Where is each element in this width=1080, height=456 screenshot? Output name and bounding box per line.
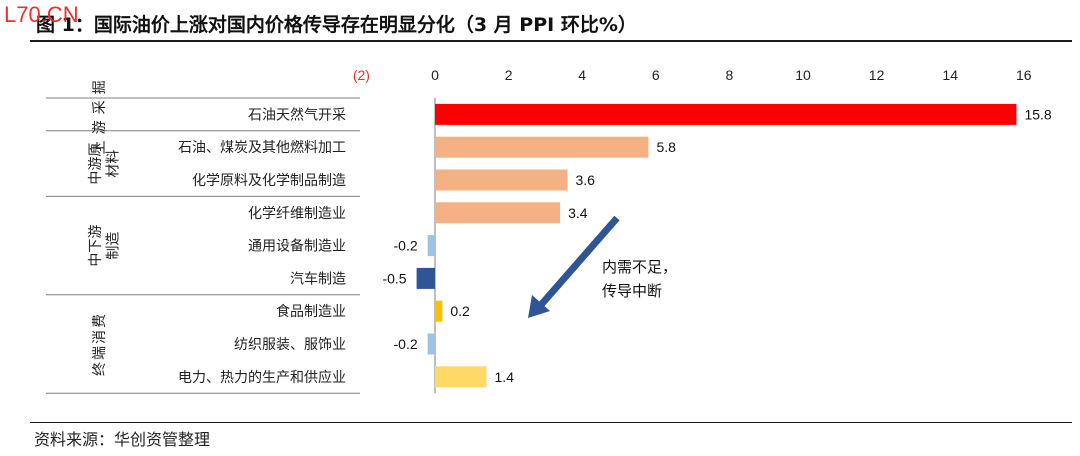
x-tick-label: 2 [505,67,513,83]
value-label: 5.8 [656,139,676,155]
x-tick-label: 10 [795,67,811,83]
value-label: 3.4 [568,205,588,221]
bar [427,235,435,257]
value-label: 15.8 [1024,106,1051,122]
group-label: 上游采掘 [92,74,108,154]
category-label: 石油、煤炭及其他燃料加工 [178,139,346,156]
category-label: 通用设备制造业 [248,238,346,255]
category-label: 汽车制造 [290,270,346,287]
category-label: 化学纤维制造业 [248,206,346,222]
category-label: 食品制造业 [276,303,346,320]
x-tick-label: 6 [652,67,660,83]
arrow-shaft [537,215,620,309]
annotation: 内需不足， 传导中断 [528,215,677,318]
bar [427,333,435,355]
group-label: 中游原 材料 [88,143,122,185]
bar [435,169,568,191]
x-tick-label: 16 [1016,67,1032,83]
value-label: 3.6 [575,172,595,188]
bar [435,300,443,322]
category-label: 化学原料及化学制品制造 [192,173,346,189]
figure-title: 图 1：国际油价上涨对国内价格传导存在明显分化（3 月 PPI 环比%） [36,14,637,36]
x-tick-label: 14 [942,67,958,83]
title-rule [30,40,1072,42]
annotation-line-1: 内需不足， [602,258,677,276]
category-label: 石油天然气开采 [248,106,346,123]
bar [416,267,435,289]
value-label: 1.4 [495,369,515,385]
annotation-line-2: 传导中断 [602,282,662,300]
x-tick-label: 8 [726,67,734,83]
x-axis-ticks: (2) 0 2 4 6 8 10 12 14 16 [353,67,1032,83]
value-labels: 15.8 5.8 3.6 3.4 -0.2 -0.5 0.2 -0.2 1.4 [382,106,1051,384]
category-label: 纺织服装、服饰业 [234,337,346,353]
x-tick-label: 4 [578,67,586,83]
value-label: -0.2 [394,238,418,254]
category-labels: 石油天然气开采石油、煤炭及其他燃料加工化学原料及化学制品制造化学纤维制造业通用设… [178,106,346,385]
bar [435,103,1017,125]
group-label: 终端消费 [92,312,108,376]
value-label: 0.2 [450,303,470,319]
chart: (2) 0 2 4 6 8 10 12 14 16 石油天然气开采石油、煤炭及其他燃料加工化学原料… [46,67,1052,394]
bars [416,103,1017,388]
arrow-head [528,295,550,318]
bar [435,136,649,158]
group-label: 中下游制造 [88,225,121,267]
watermark: L70.CN [4,2,79,27]
source-note: 资料来源：华创资管整理 [34,430,211,449]
bar [435,202,561,224]
x-tick-label: (2) [353,67,370,83]
value-label: -0.5 [382,270,406,286]
source-rule [30,422,1072,423]
x-tick-label: 12 [869,67,885,83]
x-tick-label: 0 [431,67,439,83]
value-label: -0.2 [394,336,418,352]
category-label: 电力、热力的生产和供应业 [178,369,346,386]
bar [435,366,487,388]
